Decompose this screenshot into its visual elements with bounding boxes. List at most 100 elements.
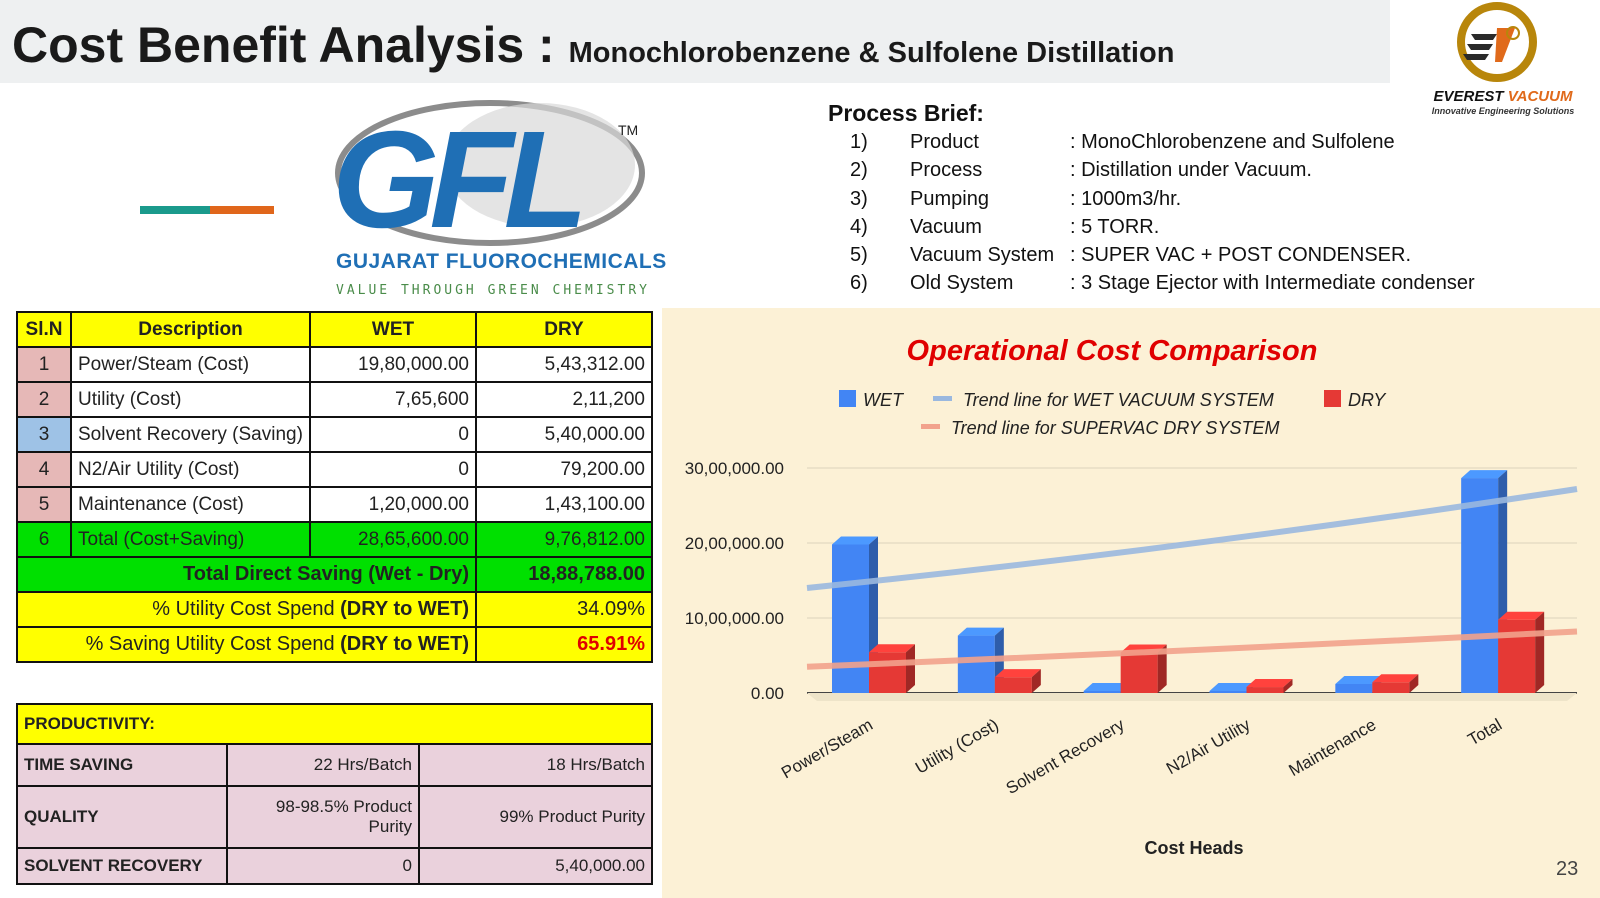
brief-item-label: Pumping (910, 188, 989, 210)
header-sl: Sl.N (16, 311, 72, 348)
bar-dry (1372, 682, 1410, 693)
legend-dry-trend-label: Trend line for SUPERVAC DRY SYSTEM (951, 418, 1279, 438)
saving-spend-row: % Saving Utility Cost Spend (DRY to WET)… (16, 626, 653, 663)
bar-side (1535, 611, 1545, 693)
client-tagline: VALUE THROUGH GREEN CHEMISTRY (336, 283, 650, 298)
bar-dry (1246, 687, 1284, 693)
header-description: Description (70, 311, 311, 348)
gfl-logo-text: GFL (332, 103, 581, 257)
everest-vacuum-tagline: Innovative Engineering Solutions (1431, 106, 1575, 116)
bar-wet (1083, 691, 1121, 693)
row-dry: 5,40,000.00 (475, 416, 653, 453)
process-brief-item: 5) Vacuum System: SUPER VAC + POST CONDEN… (850, 244, 1411, 267)
bar-wet (1209, 691, 1247, 693)
process-brief-item: 2) Process: Distillation under Vacuum. (850, 159, 1312, 182)
bar-top (1083, 683, 1130, 691)
bar-dry (1498, 619, 1536, 693)
header-wet: WET (309, 311, 477, 348)
chart-floor (807, 693, 1577, 701)
productivity-row: SOLVENT RECOVERY 0 5,40,000.00 (16, 847, 653, 885)
brief-item-value: : Distillation under Vacuum. (1070, 159, 1312, 181)
x-tick-label: Maintenance (1286, 715, 1380, 780)
productivity-title: PRODUCTIVITY: (16, 703, 653, 745)
direct-saving-value: 18,88,788.00 (475, 556, 653, 593)
row-description: Utility (Cost) (70, 381, 311, 418)
productivity-row: TIME SAVING 22 Hrs/Batch 18 Hrs/Batch (16, 743, 653, 787)
direct-saving-row: Total Direct Saving (Wet - Dry) 18,88,78… (16, 556, 653, 593)
trendline-dry (806, 628, 1578, 670)
title-bar (0, 0, 1390, 83)
bar-side (1409, 674, 1419, 693)
x-tick-label: Power/Steam (778, 715, 876, 782)
productivity-label: SOLVENT RECOVERY (16, 847, 228, 885)
brief-item-number: 4) (850, 216, 868, 238)
title-text: Cost Benefit Analysis : (12, 17, 555, 73)
brief-item-label: Vacuum (910, 216, 982, 238)
bar-side (1157, 644, 1167, 693)
brief-item-number: 1) (850, 131, 868, 153)
bar-side (906, 644, 915, 693)
everest-vacuum-logo-icon (1457, 2, 1537, 82)
brief-item-value: : 1000m3/hr. (1070, 188, 1182, 210)
utility-spend-label-bold: (DRY to WET) (340, 598, 469, 620)
accent-bar-teal (140, 206, 210, 214)
brief-item-label: Product (910, 131, 979, 153)
trendline-wet (806, 486, 1578, 591)
process-brief-item: 6) Old System: 3 Stage Ejector with Inter… (850, 272, 1475, 295)
bar-top (1335, 676, 1382, 684)
brand-name-part1: EVEREST (1433, 88, 1504, 105)
cost-table: Sl.N Description WET DRY 1 Power/Steam (C… (16, 311, 653, 663)
row-description: Total (Cost+Saving) (70, 521, 311, 558)
bar-dry (1120, 652, 1158, 693)
row-sl: 1 (16, 346, 72, 383)
bar-side (1283, 679, 1293, 693)
row-description: N2/Air Utility (Cost) (70, 451, 311, 488)
brief-item-value: : 5 TORR. (1070, 216, 1160, 238)
cost-table-row: 4 N2/Air Utility (Cost) 0 79,200.00 (16, 451, 653, 488)
x-axis-label: Cost Heads (1144, 838, 1243, 858)
row-wet: 19,80,000.00 (309, 346, 477, 383)
bar-dry (994, 677, 1032, 693)
bar-wet (1335, 684, 1373, 693)
row-dry: 5,43,312.00 (475, 346, 653, 383)
client-name: GUJARAT FLUOROCHEMICALS (336, 250, 667, 273)
row-dry: 2,11,200 (475, 381, 653, 418)
legend-dry-swatch (1324, 390, 1341, 407)
saving-spend-label: % Saving Utility Cost Spend (DRY to WET) (16, 626, 477, 663)
row-sl: 6 (16, 521, 72, 558)
utility-spend-row: % Utility Cost Spend (DRY to WET) 34.09% (16, 591, 653, 628)
bar-side (1031, 669, 1041, 693)
row-wet: 0 (309, 416, 477, 453)
everest-vacuum-name: EVEREST VACUUM (1408, 88, 1598, 105)
row-dry: 1,43,100.00 (475, 486, 653, 523)
brief-item-number: 2) (850, 159, 868, 181)
row-sl: 4 (16, 451, 72, 488)
bar-top (1498, 611, 1545, 620)
cost-table-row: 6 Total (Cost+Saving) 28,65,600.00 9,76,812… (16, 521, 653, 558)
process-brief-item: 1) Product : MonoChlorobenzene and Sulfole… (850, 131, 1395, 154)
productivity-dry: 18 Hrs/Batch (418, 743, 653, 787)
saving-spend-label-text: % Saving Utility Cost Spend (85, 633, 341, 655)
direct-saving-label: Total Direct Saving (Wet - Dry) (16, 556, 477, 593)
header-dry: DRY (475, 311, 653, 348)
legend-wet-swatch (839, 390, 856, 407)
row-sl: 3 (16, 416, 72, 453)
productivity-dry: 5,40,000.00 (418, 847, 653, 885)
row-wet: 28,65,600.00 (309, 521, 477, 558)
bar-top (994, 669, 1041, 678)
cost-table-row: 3 Solvent Recovery (Saving) 0 5,40,000.00 (16, 416, 653, 453)
legend-dry-label: DRY (1348, 390, 1387, 410)
saving-spend-label-bold: (DRY to WET) (340, 633, 469, 655)
legend-wet-trend-label: Trend line for WET VACUUM SYSTEM (963, 390, 1274, 410)
legend-dry-trend-swatch (921, 424, 940, 429)
productivity-wet: 0 (226, 847, 420, 885)
bar-top (869, 644, 915, 653)
chart-panel (662, 308, 1600, 898)
brief-item-value: : MonoChlorobenzene and Sulfolene (1070, 131, 1395, 153)
x-tick-label: Total (1465, 715, 1506, 749)
bar-top (832, 536, 878, 545)
bar-top (1461, 470, 1508, 479)
legend-wet-label: WET (863, 390, 905, 410)
y-tick-label: 10,00,000.00 (685, 609, 784, 628)
utility-spend-label-text: % Utility Cost Spend (152, 598, 341, 620)
